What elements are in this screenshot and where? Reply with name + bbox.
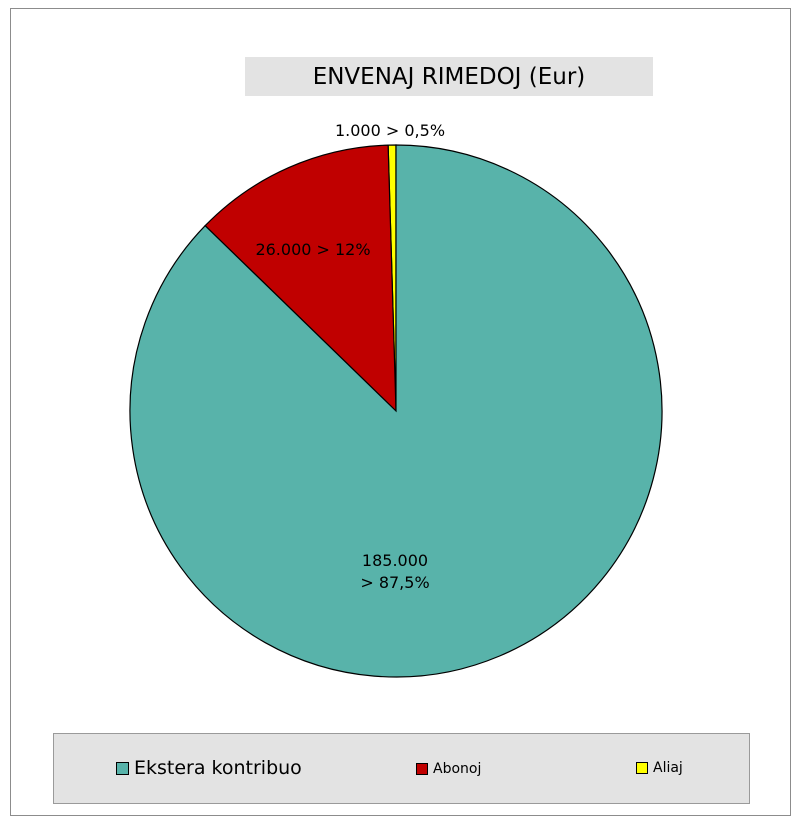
data-label-aliaj: 1.000 > 0,5%: [310, 120, 470, 142]
legend-item-abonoj: Abonoj: [416, 761, 481, 777]
data-label-abonoj-text: 26.000 > 12%: [255, 240, 371, 259]
data-label-ekstera: 185.000 > 87,5%: [330, 550, 460, 594]
chart-legend: Ekstera kontribuo Abonoj Aliaj: [53, 733, 750, 804]
data-label-ekstera-line2: > 87,5%: [360, 573, 430, 592]
legend-swatch-ekstera: [116, 761, 129, 775]
pie-slice-ekstera-kontribuo: [129, 144, 663, 678]
legend-item-aliaj: Aliaj: [636, 760, 683, 776]
data-label-abonoj: 26.000 > 12%: [238, 239, 388, 261]
data-label-aliaj-text: 1.000 > 0,5%: [334, 121, 446, 140]
chart-title: ENVENAJ RIMEDOJ (Eur): [245, 57, 653, 96]
legend-swatch-aliaj: [636, 762, 648, 774]
data-label-ekstera-line1: 185.000: [361, 551, 429, 570]
chart-title-text: ENVENAJ RIMEDOJ (Eur): [312, 63, 586, 90]
legend-swatch-abonoj: [416, 763, 428, 775]
legend-item-ekstera: Ekstera kontribuo: [116, 757, 302, 779]
legend-label-ekstera: Ekstera kontribuo: [134, 757, 302, 779]
legend-label-aliaj: Aliaj: [653, 760, 683, 776]
pie-slice-abonoj: [204, 144, 397, 413]
legend-label-abonoj: Abonoj: [433, 761, 482, 777]
